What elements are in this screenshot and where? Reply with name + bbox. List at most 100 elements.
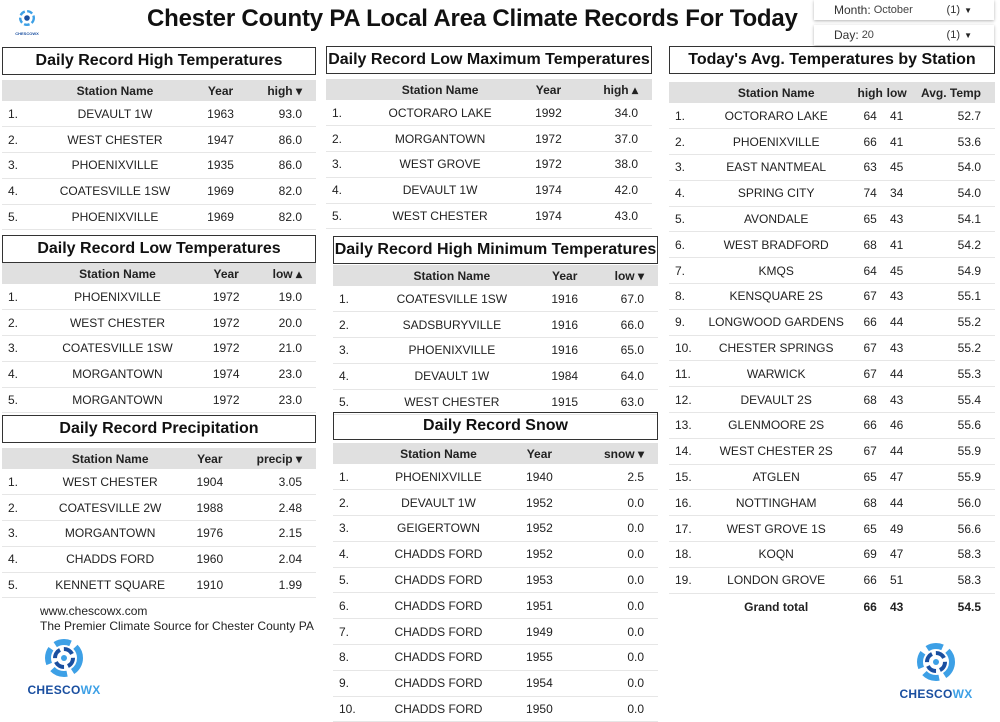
table-cell: 1972 bbox=[205, 284, 248, 311]
table-cell: 1952 bbox=[515, 489, 563, 517]
table-cell: 37.0 bbox=[570, 125, 652, 153]
table-row: 4. COATESVILLE 1SW 1969 82.0 bbox=[2, 178, 316, 205]
table-cell: 1984 bbox=[542, 363, 587, 390]
table-row: 3. MORGANTOWN 1976 2.15 bbox=[2, 520, 316, 547]
table-row: 13. GLENMOORE 2S 66 46 55.6 bbox=[669, 412, 995, 439]
column-header: low bbox=[884, 82, 909, 103]
column-header[interactable]: snow ▾ bbox=[562, 443, 658, 464]
grand-total-row: Grand total 66 43 54.5 bbox=[669, 593, 995, 621]
table-cell: CHADDS FORD bbox=[361, 567, 516, 594]
table-row: 6. CHADDS FORD 1951 0.0 bbox=[333, 592, 658, 620]
column-header: Year bbox=[515, 443, 563, 464]
table-cell: 23.0 bbox=[247, 387, 316, 414]
table-cell: 42.0 bbox=[570, 177, 652, 204]
table-row: 5. AVONDALE 65 43 54.1 bbox=[669, 206, 995, 233]
footer-url[interactable]: www.chescowx.com bbox=[40, 604, 148, 618]
table-cell: 45 bbox=[884, 154, 909, 181]
chescowx-logo-icon bbox=[917, 643, 955, 681]
table-row: 17. WEST GROVE 1S 65 49 56.6 bbox=[669, 515, 995, 543]
table-cell: DEVAULT 1W bbox=[361, 489, 516, 517]
table-cell: 44 bbox=[884, 309, 909, 336]
table-cell: CHADDS FORD bbox=[361, 644, 516, 671]
table-cell: 67 bbox=[855, 360, 885, 388]
table-row: 1. COATESVILLE 1SW 1916 67.0 bbox=[333, 286, 658, 313]
table-row: 18. KOQN 69 47 58.3 bbox=[669, 541, 995, 568]
table-cell: 1952 bbox=[515, 515, 563, 542]
table-cell: 63 bbox=[855, 154, 885, 181]
table-cell: 1. bbox=[2, 284, 30, 311]
table-cell: DEVAULT 2S bbox=[697, 386, 856, 414]
table-cell: 11. bbox=[669, 360, 697, 388]
table-cell: KOQN bbox=[697, 541, 856, 568]
chevron-down-icon: ▼ bbox=[964, 5, 972, 15]
table-cell: 43 bbox=[884, 283, 909, 310]
table-cell: 1951 bbox=[515, 592, 563, 620]
table-cell: COATESVILLE 1SW bbox=[30, 335, 206, 362]
table-cell: 0.0 bbox=[562, 696, 658, 722]
table-row: 9. LONGWOOD GARDENS 66 44 55.2 bbox=[669, 309, 995, 336]
table-row: 4. SPRING CITY 74 34 54.0 bbox=[669, 180, 995, 207]
table-cell: 5. bbox=[2, 572, 30, 599]
table-cell: 55.9 bbox=[908, 438, 995, 465]
table-cell: 4. bbox=[333, 541, 361, 568]
day-label: Day: bbox=[834, 28, 859, 42]
table-cell: 1976 bbox=[190, 520, 230, 547]
table-cell: 49 bbox=[884, 515, 909, 543]
avg-temp-table: Today's Avg. Temperatures by Station Stat… bbox=[669, 46, 995, 621]
day-filter[interactable]: Day: 20 (1) ▼ bbox=[814, 25, 994, 45]
table-cell: KENNETT SQUARE bbox=[30, 572, 191, 599]
table-cell: 2.15 bbox=[229, 520, 316, 547]
month-filter[interactable]: Month: October (1) ▼ bbox=[814, 0, 994, 20]
table-cell: CHADDS FORD bbox=[30, 546, 191, 573]
table-cell: ATGLEN bbox=[697, 464, 856, 491]
table-cell: OCTORARO LAKE bbox=[354, 100, 527, 127]
table-row: 1. OCTORARO LAKE 1992 34.0 bbox=[326, 100, 652, 127]
column-header[interactable]: low ▴ bbox=[247, 263, 316, 284]
month-label: Month: bbox=[834, 3, 871, 17]
header-row: Station Name Year high ▾ bbox=[2, 80, 316, 101]
table-cell: 1952 bbox=[515, 541, 563, 568]
table-cell: PHOENIXVILLE bbox=[30, 152, 200, 179]
table-cell: 2.04 bbox=[229, 546, 316, 573]
table-cell: SADSBURYVILLE bbox=[361, 311, 543, 339]
table-row: 1. PHOENIXVILLE 1972 19.0 bbox=[2, 284, 316, 311]
column-header[interactable]: precip ▾ bbox=[229, 448, 316, 469]
table-cell: 64 bbox=[855, 257, 885, 285]
table-row: 11. WARWICK 67 44 55.3 bbox=[669, 360, 995, 388]
table-cell: PHOENIXVILLE bbox=[30, 284, 206, 311]
header-row: Station Name high low Avg. Temp bbox=[669, 82, 995, 103]
table-cell: 0.0 bbox=[562, 541, 658, 568]
table-cell: 10. bbox=[669, 335, 697, 362]
table-cell: 1916 bbox=[542, 311, 587, 339]
column-header: Station Name bbox=[30, 80, 200, 101]
table-cell: 1910 bbox=[190, 572, 230, 599]
table-row: 8. CHADDS FORD 1955 0.0 bbox=[333, 644, 658, 671]
table-row: 5. PHOENIXVILLE 1969 82.0 bbox=[2, 204, 316, 231]
column-header[interactable]: high ▴ bbox=[570, 79, 652, 100]
table-cell: 47 bbox=[884, 541, 909, 568]
table-cell: 18. bbox=[669, 541, 697, 568]
table-cell: DEVAULT 1W bbox=[30, 101, 200, 128]
table-cell: 41 bbox=[884, 103, 909, 130]
table-cell: 19.0 bbox=[247, 284, 316, 311]
table-cell: 5. bbox=[326, 203, 354, 230]
table-row: 5. CHADDS FORD 1953 0.0 bbox=[333, 567, 658, 594]
table-cell: KENSQUARE 2S bbox=[697, 283, 856, 310]
column-header[interactable]: high ▾ bbox=[241, 80, 316, 101]
table-cell: 54.2 bbox=[908, 231, 995, 259]
table-row: 10. CHESTER SPRINGS 67 43 55.2 bbox=[669, 335, 995, 362]
table-cell: 5. bbox=[333, 389, 361, 416]
table-cell: 1969 bbox=[199, 204, 242, 231]
table-cell: 5. bbox=[333, 567, 361, 594]
table-cell: 3. bbox=[333, 515, 361, 542]
header-row: Station Name Year low ▾ bbox=[333, 265, 658, 286]
day-value: 20 bbox=[861, 29, 874, 41]
table-cell: 9. bbox=[669, 309, 697, 336]
column-header[interactable]: Avg. Temp bbox=[908, 82, 995, 103]
logo-text-a: CHESCO bbox=[27, 683, 81, 697]
column-header[interactable]: low ▾ bbox=[586, 265, 658, 286]
column-header: Year bbox=[205, 263, 248, 284]
table-cell: 8. bbox=[669, 283, 697, 310]
column-header: Station Name bbox=[30, 448, 191, 469]
table-cell: DEVAULT 1W bbox=[361, 363, 543, 390]
